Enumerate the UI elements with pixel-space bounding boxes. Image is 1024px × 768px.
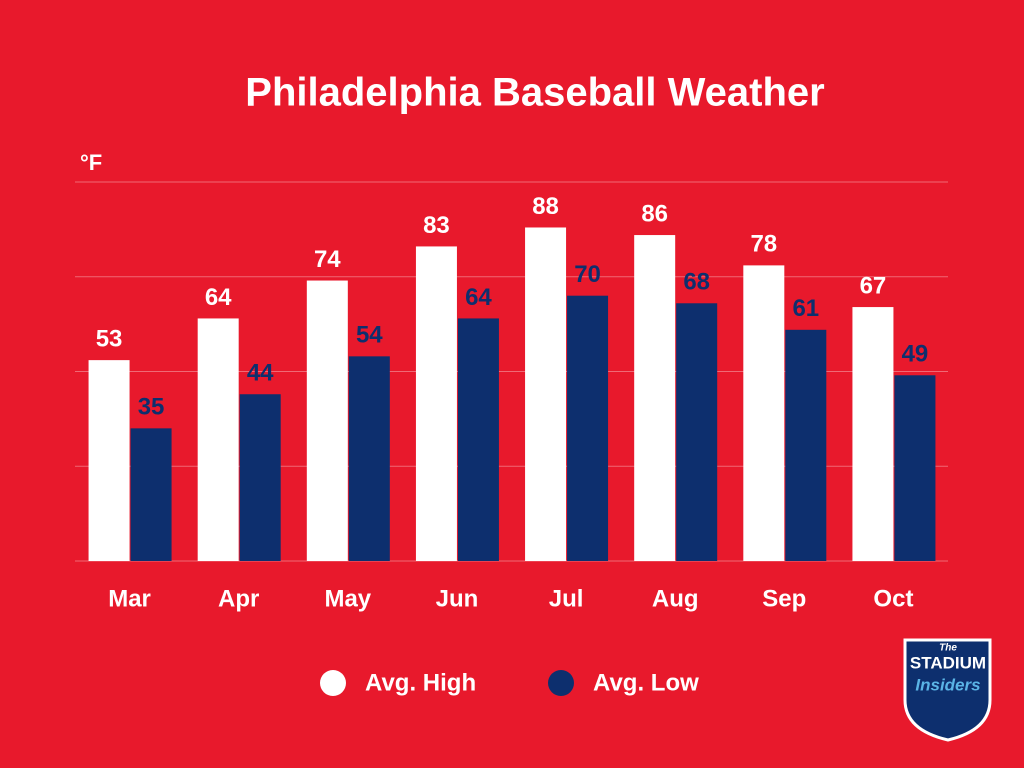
- bar: [415, 246, 457, 561]
- bar: [457, 318, 499, 561]
- x-tick-label: Aug: [652, 585, 699, 612]
- value-label: 88: [532, 193, 559, 220]
- value-label: 67: [860, 272, 887, 299]
- value-label: 64: [465, 284, 492, 311]
- logo-text: STADIUM: [910, 653, 986, 672]
- legend-label: Avg. Low: [593, 669, 699, 696]
- x-tick-label: Apr: [218, 585, 259, 612]
- legend-label: Avg. High: [365, 669, 476, 696]
- x-tick-label: May: [324, 585, 371, 612]
- legend-swatch: [548, 670, 574, 696]
- value-label: 44: [247, 360, 274, 387]
- bar: [676, 303, 718, 561]
- x-tick-label: Jun: [436, 585, 479, 612]
- x-tick-label: Mar: [108, 585, 151, 612]
- value-label: 53: [96, 325, 123, 352]
- value-label: 74: [314, 246, 341, 273]
- bar: [894, 375, 936, 561]
- bar: [785, 329, 827, 561]
- value-label: 78: [750, 231, 777, 258]
- value-label: 61: [792, 295, 819, 322]
- bar: [197, 318, 239, 561]
- bar: [239, 394, 281, 561]
- value-label: 64: [205, 284, 232, 311]
- value-label: 54: [356, 322, 383, 349]
- logo-text: The: [939, 643, 957, 654]
- value-label: 70: [574, 261, 601, 288]
- value-label: 49: [902, 341, 929, 368]
- value-label: 68: [683, 269, 710, 296]
- bar: [130, 428, 172, 561]
- logo: The STADIUM Insiders: [903, 638, 992, 742]
- bar: [306, 280, 348, 561]
- bar: [852, 307, 894, 561]
- chart-title: Philadelphia Baseball Weather: [245, 71, 824, 115]
- bar: [743, 265, 785, 561]
- x-tick-label: Sep: [762, 585, 806, 612]
- bar: [634, 235, 676, 561]
- bar: [88, 360, 130, 561]
- value-label: 86: [641, 200, 668, 227]
- logo-text: Insiders: [915, 675, 980, 694]
- logo-shield: [903, 638, 992, 742]
- bar: [567, 295, 609, 561]
- x-tick-label: Oct: [873, 585, 913, 612]
- bar: [348, 356, 390, 561]
- legend-swatch: [320, 670, 346, 696]
- x-tick-label: Jul: [549, 585, 584, 612]
- bar: [525, 227, 567, 562]
- value-label: 35: [138, 394, 165, 421]
- value-label: 83: [423, 212, 450, 239]
- y-axis-label: °F: [80, 150, 102, 175]
